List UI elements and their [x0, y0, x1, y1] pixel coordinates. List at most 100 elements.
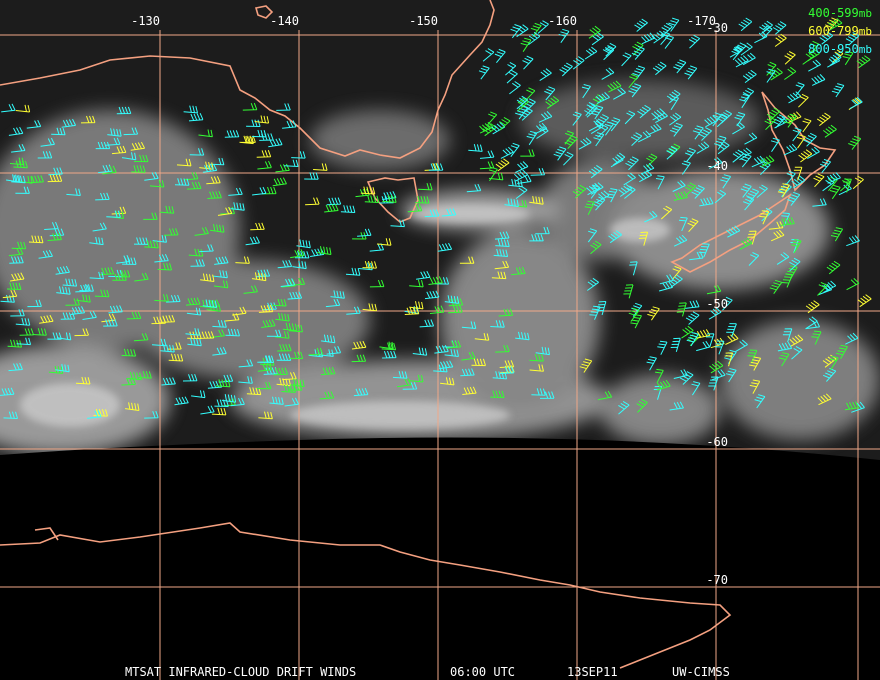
wind-barb: [182, 374, 198, 382]
wind-barb: [738, 17, 753, 32]
wind-barb: [92, 222, 107, 232]
wind-barb: [795, 82, 805, 97]
wind-barb: [646, 153, 658, 168]
wind-barb: [688, 34, 701, 49]
wind-barb: [259, 355, 275, 363]
wind-barb: [826, 260, 841, 275]
wind-barb: [588, 25, 601, 39]
wind-barb: [340, 205, 356, 213]
wind-barb: [478, 65, 490, 80]
wind-barb: [282, 120, 297, 129]
wind-barb: [630, 314, 642, 329]
wind-barb: [722, 296, 733, 311]
wind-barb: [215, 379, 231, 388]
wind-barb: [681, 325, 694, 339]
wind-barb: [275, 163, 290, 173]
wind-barb: [836, 344, 848, 360]
wind-barb: [656, 379, 671, 391]
wind-barb: [668, 17, 680, 32]
wind-barb: [6, 174, 21, 183]
wind-barb: [684, 65, 698, 80]
wind-barb: [275, 331, 290, 339]
wind-barb: [826, 172, 841, 184]
wind-barb: [813, 173, 825, 188]
wind-barb: [326, 197, 342, 206]
wind-barb: [777, 183, 790, 198]
wind-barb: [466, 183, 482, 193]
wind-barb: [572, 111, 582, 126]
wind-barb: [812, 198, 827, 207]
wind-barb: [796, 134, 806, 149]
wind-barb: [494, 231, 510, 240]
legend-range: 400-599: [808, 6, 859, 20]
wind-barb: [29, 175, 44, 184]
legend-entry: 600-799mb: [808, 24, 872, 38]
wind-barb: [154, 294, 169, 302]
wind-barb: [539, 391, 555, 399]
wind-barb: [9, 256, 24, 264]
wind-barb: [269, 396, 284, 405]
wind-barb: [325, 298, 341, 308]
wind-barb: [112, 273, 127, 281]
wind-barb: [679, 371, 694, 385]
wind-barb: [362, 260, 377, 269]
wind-barb: [392, 370, 408, 379]
wind-barb: [742, 52, 756, 66]
footer-text: MTSAT INFRARED-CLOUD DRIFT WINDS: [125, 665, 356, 679]
wind-barb: [716, 113, 728, 128]
wind-barb: [346, 306, 361, 315]
wind-barb: [79, 284, 94, 292]
wind-barb: [379, 341, 394, 350]
wind-barb: [696, 141, 710, 154]
wind-barb: [743, 196, 755, 211]
wind-barb: [586, 182, 601, 196]
wind-barb: [770, 229, 785, 242]
wind-barb: [116, 106, 132, 115]
wind-barb: [618, 400, 630, 415]
wind-barb: [238, 359, 254, 368]
wind-barb: [685, 300, 700, 309]
wind-barb: [0, 294, 15, 303]
wind-barb: [254, 115, 270, 124]
wind-barb: [259, 133, 274, 141]
wind-barb: [781, 273, 793, 288]
wind-barb: [116, 254, 131, 264]
wind-barb: [245, 236, 260, 246]
wind-barb: [666, 146, 678, 160]
wind-barb: [724, 352, 734, 367]
wind-barb: [157, 262, 173, 271]
wind-barb: [623, 284, 634, 299]
wind-barb: [587, 228, 598, 243]
wind-barb: [529, 364, 544, 372]
wind-barb: [759, 20, 773, 34]
wind-barb: [601, 67, 615, 80]
wind-barb: [517, 174, 532, 184]
wind-barb: [75, 376, 91, 385]
wind-barb: [709, 360, 724, 374]
wind-barb: [74, 328, 89, 337]
wind-barb: [505, 61, 517, 76]
footer-text: 13SEP11: [567, 665, 618, 679]
wind-barb: [326, 345, 342, 355]
wind-barb: [61, 118, 77, 128]
wind-barb: [235, 256, 250, 264]
wind-barb: [769, 279, 783, 294]
wind-barb: [849, 96, 863, 110]
wind-barb: [792, 127, 802, 142]
wind-barb: [225, 328, 240, 337]
wind-barb: [768, 221, 784, 230]
wind-barb: [66, 188, 81, 196]
tasmania: [366, 177, 419, 223]
wind-barb: [276, 103, 291, 111]
wind-barb: [287, 291, 303, 300]
wind-barb: [608, 230, 622, 244]
wind-barb: [495, 238, 510, 247]
wind-barb: [515, 161, 529, 173]
wind-barb: [830, 227, 844, 242]
wind-barb: [44, 221, 59, 230]
wind-barb: [631, 45, 645, 60]
wind-barb: [748, 252, 760, 266]
wind-barb: [756, 184, 768, 198]
wind-barb: [823, 124, 837, 138]
